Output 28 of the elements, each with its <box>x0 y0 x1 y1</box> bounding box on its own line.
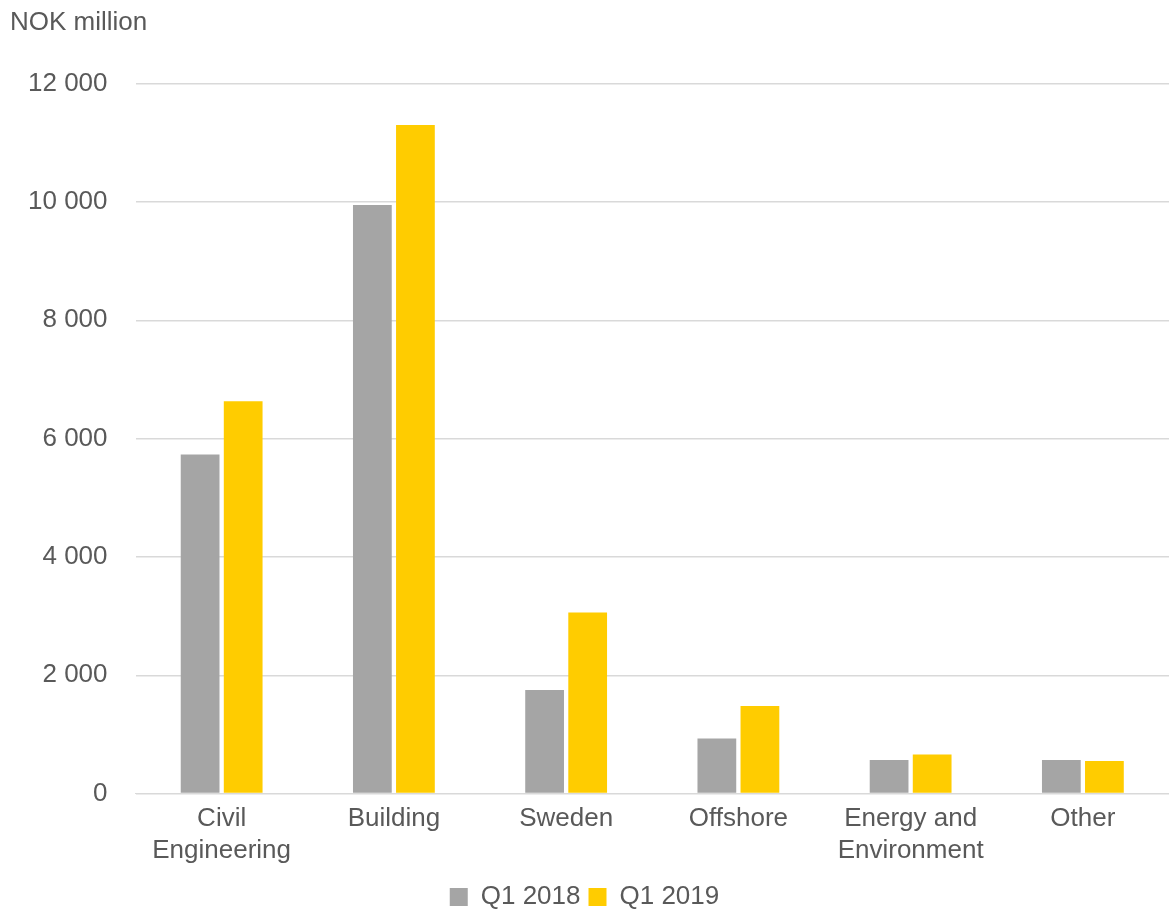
y-tick-label: 6 000 <box>42 421 108 452</box>
x-tick-label: Sweden <box>519 802 614 833</box>
y-tick-label: 2 000 <box>42 658 108 689</box>
y-tick-label: 10 000 <box>27 185 108 216</box>
bar <box>1041 759 1081 793</box>
bar <box>352 204 392 793</box>
y-tick-label: 4 000 <box>42 540 108 571</box>
x-tick-label: Offshore <box>688 802 789 833</box>
bar <box>223 401 263 793</box>
x-tick-label: Civil Engineering <box>152 802 292 864</box>
y-tick-label: 8 000 <box>42 303 108 334</box>
bar <box>180 454 220 793</box>
y-tick-label: 12 000 <box>27 66 108 97</box>
legend-label: Q1 2018 <box>480 880 581 911</box>
x-tick-label: Energy and Environment <box>837 802 985 864</box>
bar <box>568 612 608 793</box>
bar <box>525 690 564 793</box>
x-tick-label: Other <box>1050 802 1116 833</box>
y-tick-label: 0 <box>93 776 108 807</box>
bar <box>396 125 435 793</box>
y-axis-title: NOK million <box>10 6 148 37</box>
bar <box>869 759 909 793</box>
legend-label: Q1 2019 <box>619 880 720 911</box>
bar <box>697 738 737 793</box>
x-tick-label: Building <box>347 802 441 833</box>
bar <box>1085 761 1124 793</box>
bar <box>740 706 780 793</box>
bar <box>912 754 952 793</box>
